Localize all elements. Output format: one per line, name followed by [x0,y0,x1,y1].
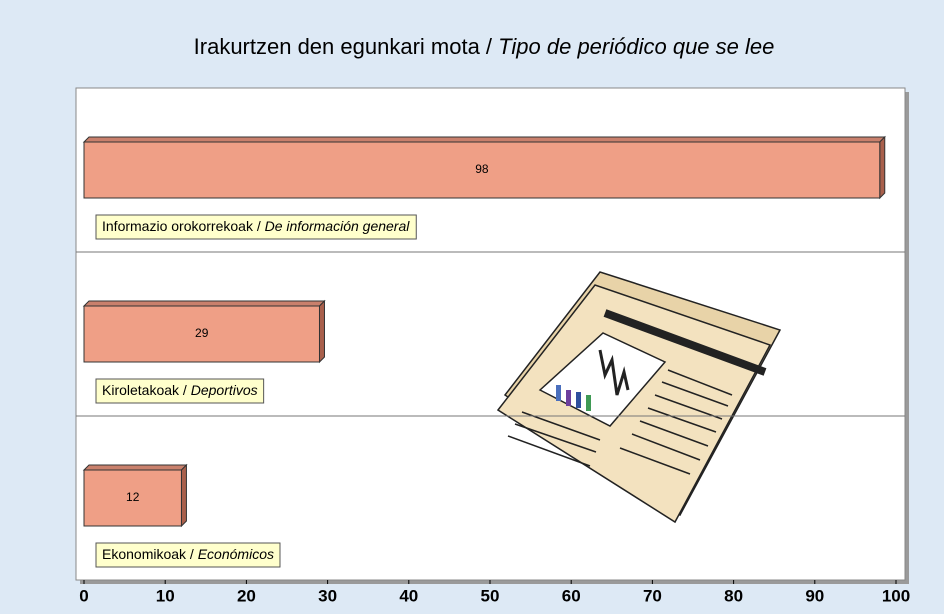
title-main: Irakurtzen den egunkari mota / [194,34,499,59]
x-tick-label: 20 [237,586,256,605]
x-tick-label: 60 [562,586,581,605]
value-label: 98 [475,162,489,176]
newspaper-illustration [496,271,782,524]
category-box [95,214,417,240]
bar-side [318,299,325,364]
x-tick-label: 70 [643,586,662,605]
category-label: Informazio orokorrekoak / De información… [95,214,417,240]
category-italic: Deportivos [191,382,258,398]
category-label: Ekonomikoak / Económicos [95,542,281,568]
x-tick-label: 30 [318,586,337,605]
value-label: 12 [126,490,140,504]
x-tick-label: 90 [805,586,824,605]
value-label: 29 [195,326,209,340]
bar [83,141,881,199]
bar-top [82,136,886,143]
x-tick-label: 100 [882,586,910,605]
category-box [95,542,281,568]
category-main: Ekonomikoak / [102,546,198,562]
x-tick-label: 40 [399,586,418,605]
bar [83,469,182,527]
x-tick-label: 50 [481,586,500,605]
category-label-text: Ekonomikoak / Económicos [102,546,274,562]
category-main: Informazio orokorrekoak / [102,218,265,234]
bar-side [879,135,886,200]
bar [83,305,320,363]
category-italic: Económicos [198,546,274,562]
x-tick-label: 0 [79,586,88,605]
category-label-text: Informazio orokorrekoak / De información… [102,218,410,234]
category-main: Kiroletakoak / [102,382,191,398]
category-box [95,378,265,404]
x-tick-label: 10 [156,586,175,605]
bar-top [82,464,188,471]
bar-top [82,300,326,307]
chart-title: Irakurtzen den egunkari mota / Tipo de p… [194,34,775,59]
title-italic: Tipo de periódico que se lee [498,34,774,59]
x-tick-label: 80 [724,586,743,605]
category-label-text: Kiroletakoak / Deportivos [102,382,258,398]
bar-side [180,463,187,528]
category-italic: De información general [265,218,411,234]
category-label: Kiroletakoak / Deportivos [95,378,265,404]
